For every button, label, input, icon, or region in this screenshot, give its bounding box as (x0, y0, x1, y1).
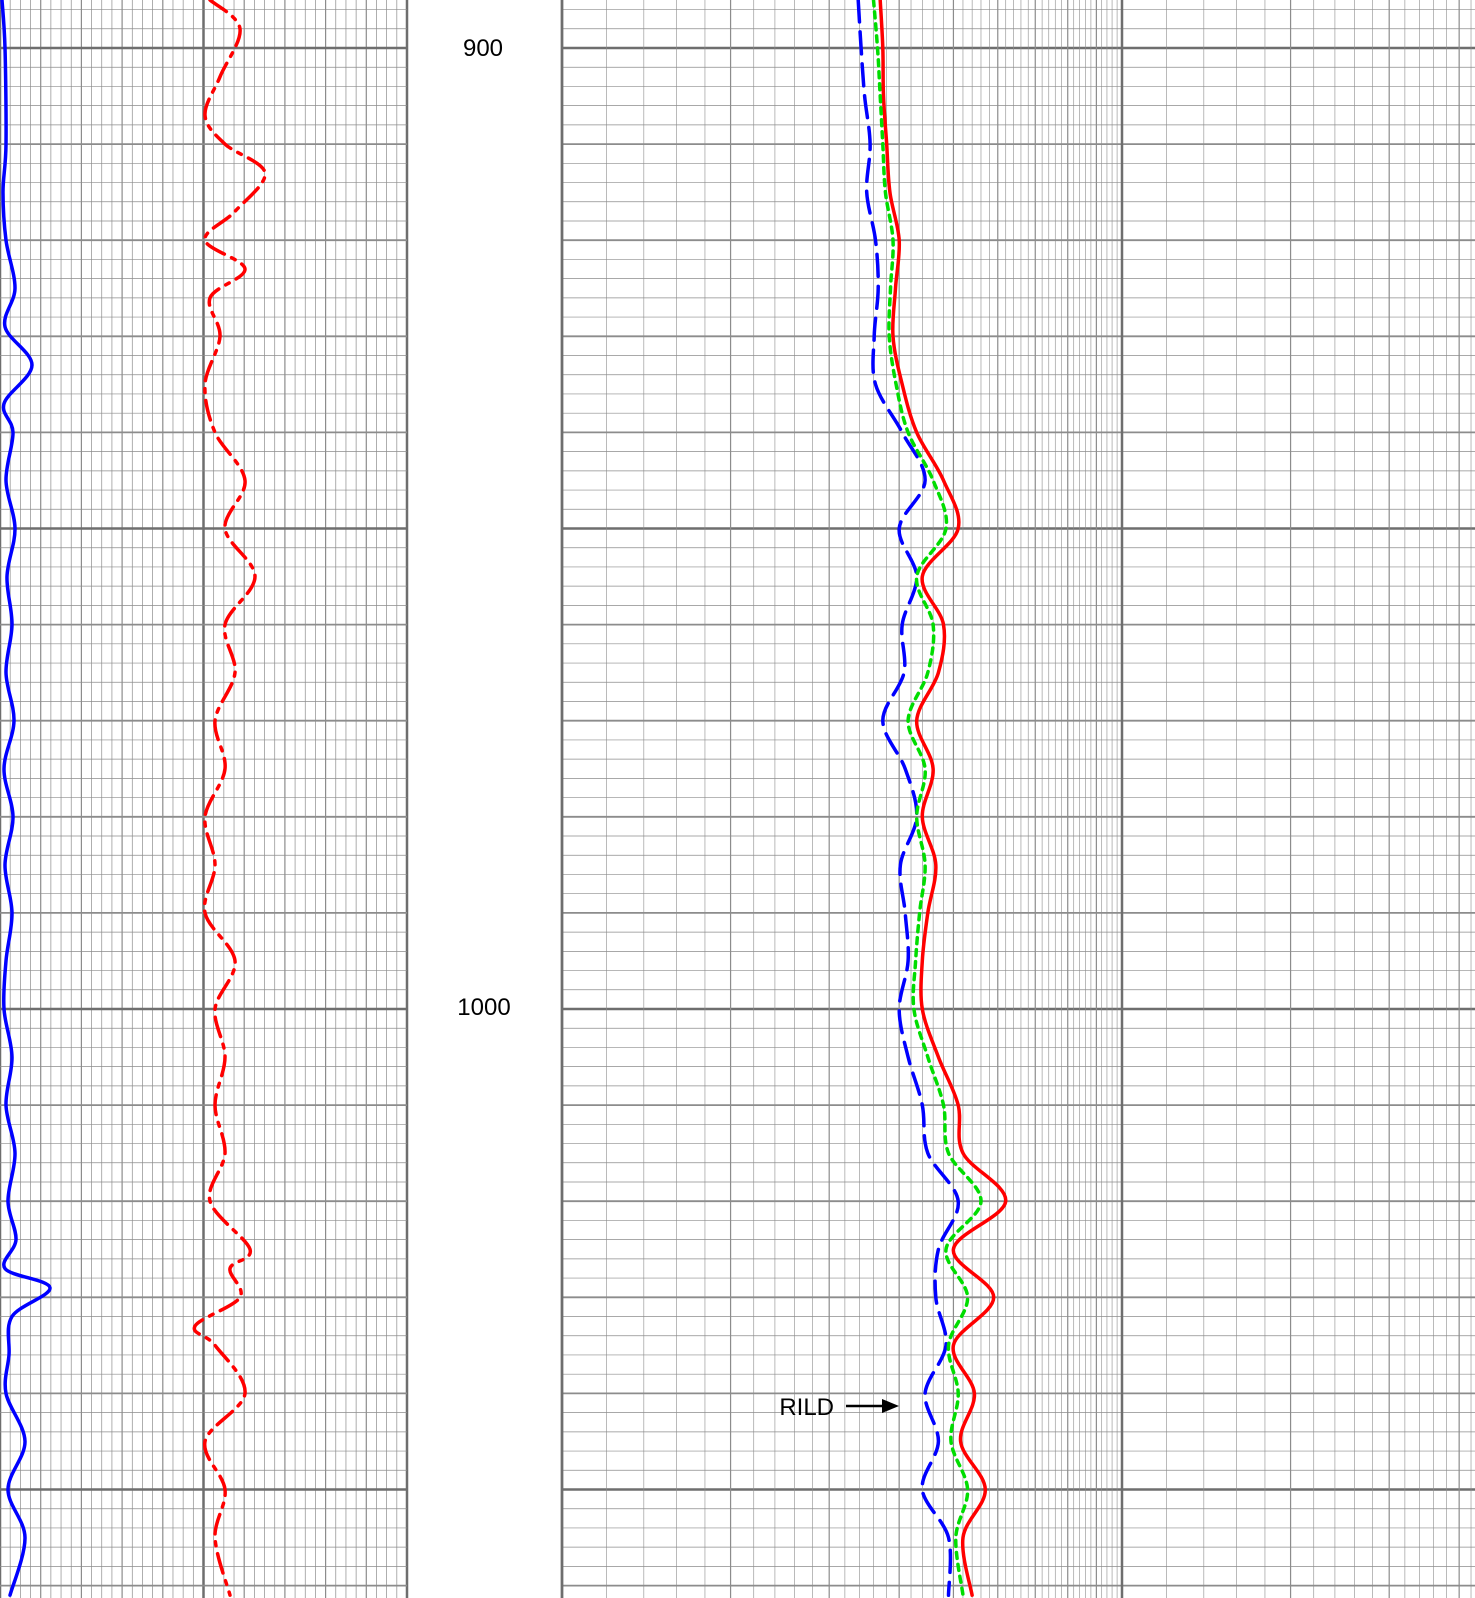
track2-curve-dashed (856, 0, 960, 1597)
depth-label-900: 900 (463, 35, 503, 62)
track2-curve-solid (878, 0, 1008, 1597)
rild-label: RILD (779, 1394, 834, 1421)
track1-curve-dashdot (192, 0, 267, 1597)
track2-grid (560, 0, 1475, 1598)
track2-curve-dotted (871, 0, 983, 1597)
track1-curve-solid (0, 0, 52, 1597)
track1-grid (0, 0, 409, 1598)
depth-label-1000: 1000 (457, 994, 510, 1021)
rild-arrow-head (882, 1399, 899, 1413)
log-curves (0, 0, 1008, 1597)
rild-annotation: RILD (779, 1394, 899, 1421)
